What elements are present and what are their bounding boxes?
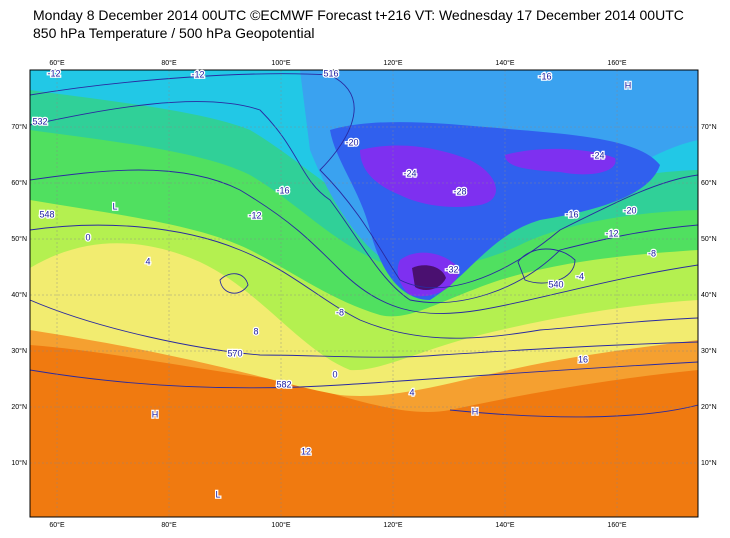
contour-label: H: [625, 80, 632, 90]
contour-label: 0: [85, 232, 90, 242]
longitude-label: 60°E: [49, 59, 65, 67]
latitude-label: 50°N: [11, 235, 27, 243]
longitude-label: 160°E: [607, 521, 626, 529]
contour-label: -12: [605, 228, 618, 238]
contour-label: -16: [565, 209, 578, 219]
contour-label: 532: [32, 116, 47, 126]
longitude-label: 80°E: [161, 59, 177, 67]
latitude-label: 70°N: [11, 123, 27, 131]
contour-label: 8: [253, 326, 258, 336]
contour-label: H: [472, 406, 479, 416]
latitude-label: 40°N: [701, 291, 717, 299]
latitude-label: 20°N: [701, 403, 717, 411]
contour-label: 540: [548, 279, 563, 289]
latitude-label: 70°N: [701, 123, 717, 131]
longitude-label: 140°E: [495, 521, 514, 529]
contour-label: -12: [248, 210, 261, 220]
map-frame: [29, 69, 699, 518]
longitude-label: 60°E: [49, 521, 65, 529]
contour-label: 516: [323, 68, 338, 78]
latitude-label: 40°N: [11, 291, 27, 299]
contour-label: 12: [301, 446, 311, 456]
longitude-label: 100°E: [271, 59, 290, 67]
latitude-label: 30°N: [11, 347, 27, 355]
latitude-label: 30°N: [701, 347, 717, 355]
title: Monday 8 December 2014 00UTC ©ECMWF Fore…: [33, 7, 684, 23]
latitude-label: 20°N: [11, 403, 27, 411]
longitude-label: 120°E: [383, 521, 402, 529]
latitude-label: 50°N: [701, 235, 717, 243]
longitude-label: 80°E: [161, 521, 177, 529]
contour-label: -8: [336, 307, 344, 317]
contour-label: -20: [623, 205, 636, 215]
contour-label: H: [152, 409, 159, 419]
longitude-label: 140°E: [495, 59, 514, 67]
contour-label: 582: [276, 379, 291, 389]
contour-label: -16: [538, 71, 551, 81]
longitude-label: 100°E: [271, 521, 290, 529]
longitude-label: 120°E: [383, 59, 402, 67]
contour-label: 570: [227, 348, 242, 358]
contour-label: -16: [276, 185, 289, 195]
contour-label: -20: [345, 137, 358, 147]
contour-label: -12: [191, 69, 204, 79]
latitude-label: 60°N: [701, 179, 717, 187]
graticule: [30, 70, 698, 517]
contour-label: -4: [576, 271, 584, 281]
contour-label: 0: [332, 369, 337, 379]
contour-label: -8: [648, 248, 656, 258]
subtitle: 850 hPa Temperature / 500 hPa Geopotenti…: [33, 25, 315, 41]
contour-label: -24: [591, 150, 604, 160]
contour-label: L: [215, 489, 220, 499]
contour-label: L: [112, 201, 117, 211]
contour-label: 548: [39, 209, 54, 219]
longitude-label: 160°E: [607, 59, 626, 67]
temperature-field: [30, 70, 698, 517]
contour-label: -28: [453, 186, 466, 196]
contour-label: -12: [47, 68, 60, 78]
contour-label: -32: [445, 264, 458, 274]
latitude-label: 60°N: [11, 179, 27, 187]
contour-label: 4: [409, 387, 414, 397]
geopotential-contours: [30, 73, 698, 418]
latitude-label: 10°N: [11, 459, 27, 467]
contour-label: 4: [145, 256, 150, 266]
contour-label: 16: [578, 354, 588, 364]
contour-label: -24: [403, 168, 416, 178]
latitude-label: 10°N: [701, 459, 717, 467]
